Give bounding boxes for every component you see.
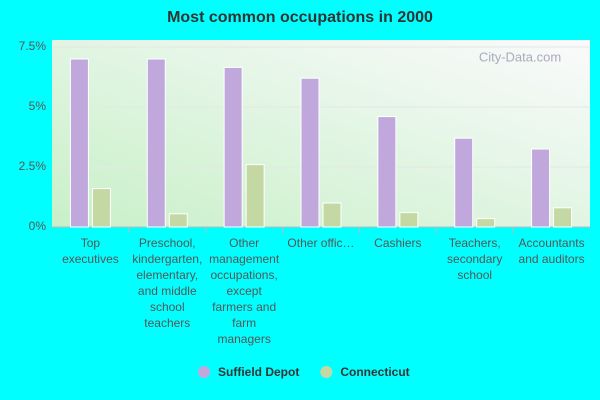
y-tick-label: 7.5% <box>19 39 47 53</box>
bar <box>300 77 320 228</box>
x-tick-label: Other management occupations, except far… <box>209 236 280 346</box>
x-tick-label: Other offic… <box>287 236 355 250</box>
watermark: City-Data.com <box>479 49 561 64</box>
x-tick-label: Teachers, secondary school <box>447 236 503 282</box>
y-tick-label: 2.5% <box>19 159 47 173</box>
x-tick-label: Cashiers <box>374 236 422 250</box>
x-tick-label: Preschool, kindergarten, elementary, and… <box>132 236 203 330</box>
bar <box>146 58 166 228</box>
x-tick-label: Top executives <box>62 236 119 266</box>
bar <box>377 116 397 228</box>
bar <box>245 164 265 228</box>
bar <box>91 188 111 228</box>
bar <box>553 207 573 228</box>
bar <box>454 137 474 228</box>
bar <box>223 66 243 228</box>
plot-area <box>52 40 590 227</box>
legend-marker <box>320 366 333 378</box>
bar <box>168 213 188 228</box>
chart-title: Most common occupations in 2000 <box>167 9 433 26</box>
legend-label: Suffield Depot <box>218 365 299 379</box>
bar <box>322 202 342 228</box>
legend-marker <box>198 366 210 378</box>
y-tick-label: 5% <box>29 99 47 113</box>
bar <box>531 148 551 228</box>
bar <box>399 212 419 228</box>
y-tick-label: 0% <box>29 219 47 233</box>
legend-label: Connecticut <box>340 365 409 379</box>
bar <box>476 218 496 228</box>
x-tick-label: Accountants and auditors <box>518 236 585 266</box>
bar <box>69 58 89 228</box>
